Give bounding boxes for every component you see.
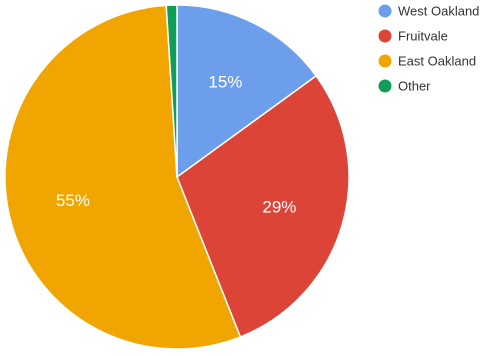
legend-item-west-oakland[interactable]: West Oakland [378, 4, 480, 19]
legend-label-west-oakland: West Oakland [398, 4, 479, 19]
legend-marker-fruitvale [378, 29, 392, 43]
legend-label-other: Other [398, 79, 431, 94]
legend: West Oakland Fruitvale East Oakland Other [378, 4, 480, 94]
pie-slice-west-oakland [176, 4, 317, 178]
legend-label-east-oakland: East Oakland [398, 54, 476, 69]
legend-marker-east-oakland [378, 54, 392, 68]
pie-slices [4, 4, 350, 350]
pie-slice-fruitvale [176, 75, 350, 338]
legend-label-fruitvale: Fruitvale [398, 29, 448, 44]
pie-labels: 15% 29% 55% [56, 72, 297, 216]
pie-slice-east-oakland [4, 4, 242, 350]
slice-label-fruitvale: 29% [262, 197, 296, 216]
slice-label-east-oakland: 55% [56, 191, 90, 210]
legend-item-fruitvale[interactable]: Fruitvale [378, 29, 448, 44]
slice-label-west-oakland: 15% [208, 72, 242, 91]
pie-slice-other [165, 4, 178, 178]
legend-item-other[interactable]: Other [378, 79, 432, 94]
legend-marker-west-oakland [378, 4, 392, 18]
legend-marker-other [378, 79, 392, 93]
legend-item-east-oakland[interactable]: East Oakland [378, 54, 477, 69]
